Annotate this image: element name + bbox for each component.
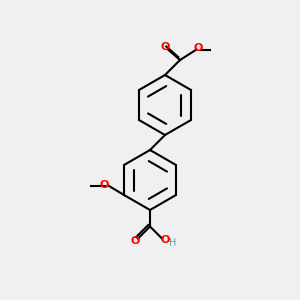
Text: O: O [100, 179, 109, 190]
Text: O: O [160, 235, 170, 245]
Text: H: H [169, 238, 176, 248]
Text: O: O [130, 236, 140, 247]
Text: O: O [161, 41, 170, 52]
Text: O: O [193, 43, 203, 53]
